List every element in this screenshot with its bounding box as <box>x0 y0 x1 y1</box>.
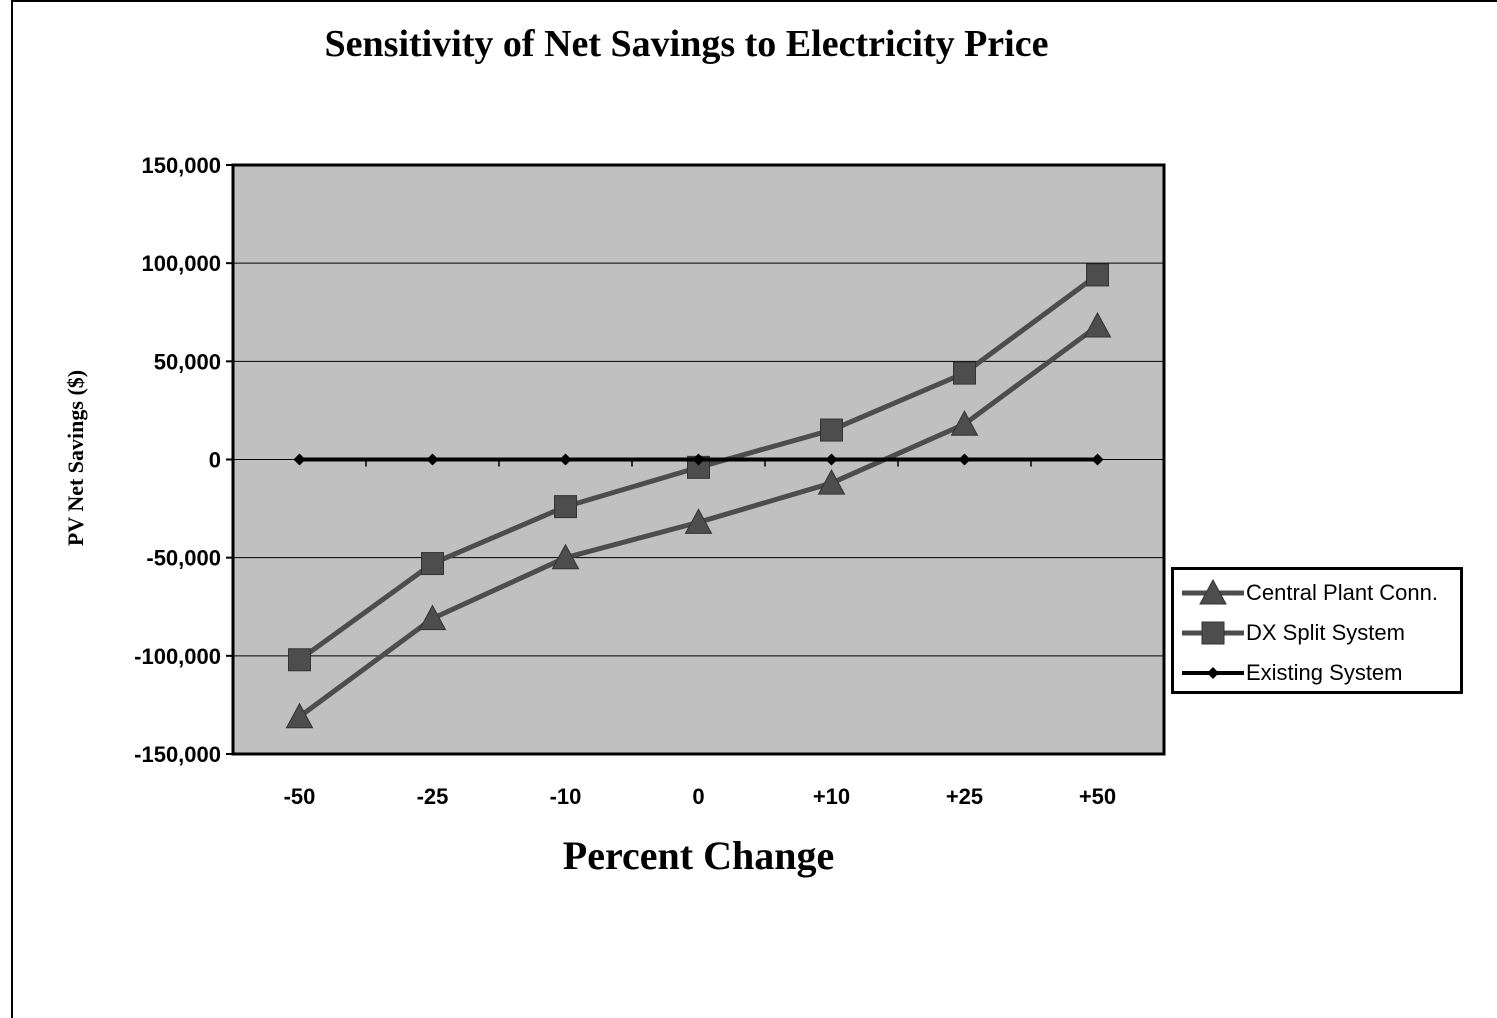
data-point-square <box>1086 263 1109 287</box>
series-square <box>288 263 1109 672</box>
y-axis-ticks: 150,000 100,000 50,000 0 -50,000 -100,000 -150… <box>134 153 233 767</box>
data-point-diamond <box>692 453 705 466</box>
data-point-square <box>554 495 577 519</box>
data-point-triangle <box>551 543 580 570</box>
y-tick-label: 50,000 <box>154 349 221 374</box>
data-point-triangle <box>684 508 713 534</box>
x-tick-label: +10 <box>813 784 850 809</box>
data-point-square <box>953 361 976 385</box>
data-point-square <box>421 552 444 576</box>
y-tick-label: -50,000 <box>146 546 221 571</box>
data-point-diamond <box>559 453 572 466</box>
data-point-diamond <box>426 453 439 466</box>
legend-label: Existing System <box>1246 660 1403 685</box>
legend-swatch-square <box>1182 621 1244 645</box>
x-tick-label: +25 <box>946 784 983 809</box>
y-tick-label: -150,000 <box>134 742 221 767</box>
y-tick-label: 0 <box>209 448 221 473</box>
data-point-triangle <box>817 469 846 495</box>
data-point-diamond <box>958 453 971 466</box>
data-point-diamond <box>1091 453 1104 466</box>
legend: Central Plant Conn. DX Split System Exis… <box>1171 567 1463 694</box>
series-layer <box>285 263 1112 729</box>
chart-title: Sensitivity of Net Savings to Electricit… <box>324 23 1049 65</box>
data-point-triangle <box>418 604 447 631</box>
data-point-triangle <box>1083 311 1112 338</box>
legend-item-central-plant: Central Plant Conn. <box>1180 576 1460 610</box>
data-point-triangle <box>285 702 314 729</box>
legend-label: Central Plant Conn. <box>1246 580 1438 605</box>
y-tick-label: 150,000 <box>141 153 221 178</box>
legend-item-existing: Existing System <box>1180 656 1460 690</box>
data-point-diamond <box>825 453 838 466</box>
x-axis-label: Percent Change <box>562 833 835 878</box>
x-tick-label: 0 <box>692 784 704 809</box>
legend-swatch-diamond <box>1182 667 1244 679</box>
y-tick-label: -100,000 <box>134 644 221 669</box>
legend-label: DX Split System <box>1246 620 1405 645</box>
x-tick-label: -10 <box>550 784 582 809</box>
legend-marker-triangle <box>1199 578 1227 605</box>
plot-border <box>231 163 1166 756</box>
y-axis-label: PV Net Savings ($) <box>63 369 88 547</box>
legend-marker-diamond <box>1207 667 1219 679</box>
y-tick-label: 100,000 <box>141 251 221 276</box>
series-diamond <box>293 453 1104 466</box>
data-point-triangle <box>950 410 979 436</box>
data-point-square <box>288 648 311 672</box>
series-triangle <box>285 311 1112 729</box>
x-axis-ticks: -50 -25 -10 0 +10 +25 +50 <box>232 459 1165 809</box>
x-tick-label: +50 <box>1079 784 1116 809</box>
data-point-diamond <box>293 453 306 466</box>
legend-swatch-triangle <box>1182 578 1244 605</box>
legend-marker-square <box>1201 621 1225 645</box>
x-tick-label: -50 <box>284 784 316 809</box>
data-point-square <box>820 418 843 442</box>
legend-item-dx-split: DX Split System <box>1180 616 1460 650</box>
x-tick-label: -25 <box>417 784 449 809</box>
